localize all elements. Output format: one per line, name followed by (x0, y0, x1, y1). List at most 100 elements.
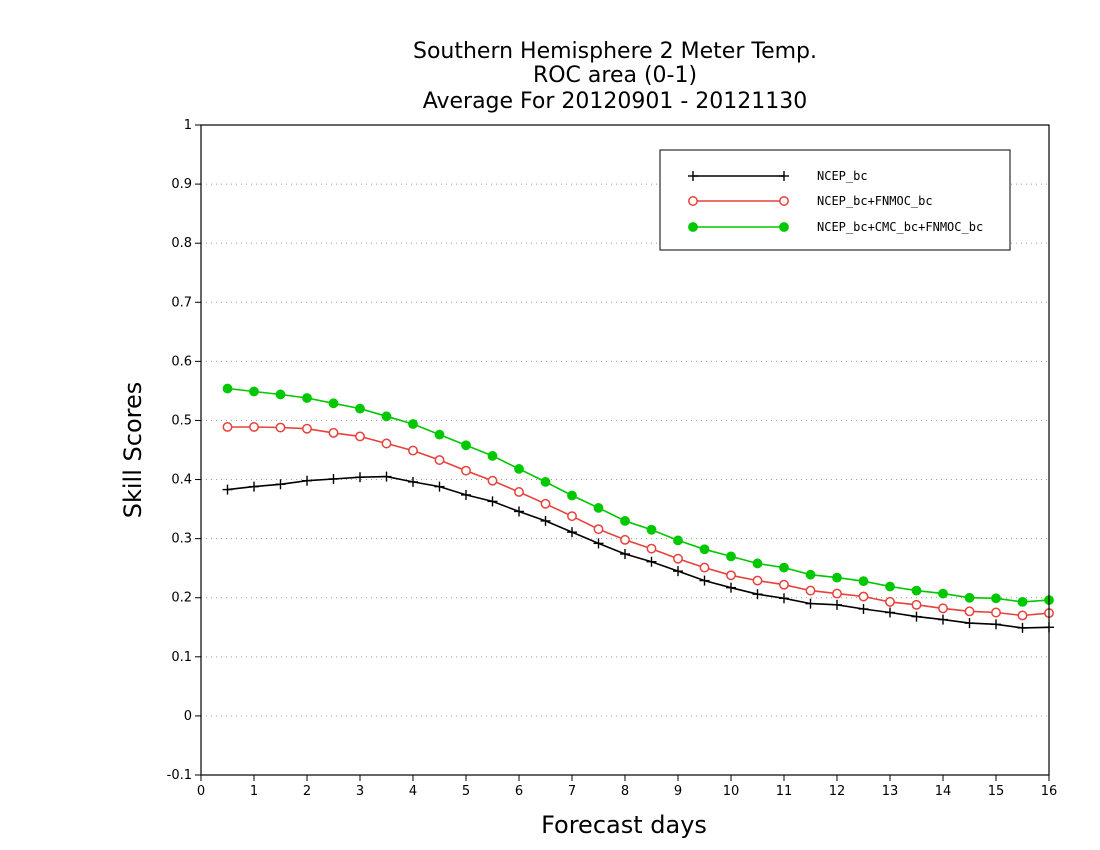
data-point (726, 570, 736, 581)
title-line-3: Average For 20120901 - 20121130 (423, 89, 808, 114)
title-line-1: Southern Hemisphere 2 Meter Temp. (413, 39, 817, 64)
data-point (593, 538, 604, 549)
y-tick-label: 0.3 (171, 532, 192, 547)
data-point (805, 569, 816, 580)
x-tick-label: 16 (1041, 784, 1058, 799)
data-point (752, 558, 763, 569)
x-axis-title: Forecast days (541, 811, 707, 839)
data-point (832, 599, 842, 610)
data-point (646, 524, 657, 535)
y-tick-label: 0.6 (171, 354, 192, 369)
data-point (355, 403, 365, 414)
data-point (434, 429, 445, 440)
data-point (1017, 596, 1028, 607)
legend-marker (688, 222, 698, 232)
data-point (885, 581, 895, 592)
data-point (514, 487, 524, 497)
y-tick-label: 0.8 (171, 236, 192, 251)
data-point (938, 614, 948, 625)
y-tick-label: 0.4 (171, 473, 192, 488)
x-tick-label: 0 (197, 784, 205, 799)
data-point (991, 607, 1001, 618)
data-point (328, 427, 339, 438)
data-point (699, 562, 710, 573)
series-2 (222, 383, 1054, 607)
data-point (514, 464, 524, 474)
data-point (487, 451, 498, 461)
y-tick-label: 0.7 (171, 295, 192, 310)
data-point (461, 440, 471, 451)
chart-title: Southern Hemisphere 2 Meter Temp. ROC ar… (413, 39, 817, 114)
legend-marker (688, 196, 698, 206)
data-point (514, 506, 524, 517)
data-point (991, 619, 1001, 630)
data-point (1017, 610, 1028, 621)
x-tick-label: 11 (776, 784, 793, 799)
data-point (620, 549, 630, 559)
data-point (673, 566, 683, 577)
series-line (227, 387, 1050, 603)
data-point (328, 473, 339, 484)
data-point (646, 556, 657, 567)
data-point (911, 599, 922, 610)
data-point (911, 611, 922, 622)
data-point (779, 579, 789, 590)
data-point (487, 496, 498, 507)
data-point (1017, 622, 1028, 633)
data-point (408, 476, 418, 487)
x-tick-label: 7 (568, 784, 576, 799)
data-point (355, 431, 365, 442)
data-point (752, 575, 763, 586)
data-point (487, 475, 498, 486)
legend-entry: NCEP_bc+CMC_bc+FNMOC_bc (688, 220, 983, 234)
data-point (964, 592, 975, 603)
series-line (227, 475, 1050, 629)
data-point (461, 489, 471, 500)
data-point (805, 585, 816, 596)
data-point (461, 465, 471, 476)
series-line (227, 426, 1050, 617)
y-tick-label: 0.1 (171, 650, 192, 665)
x-tick-label: 15 (988, 784, 1005, 799)
y-tick-label: -0.1 (167, 768, 192, 783)
data-point (249, 422, 259, 432)
data-point (646, 543, 657, 554)
title-line-2: ROC area (0-1) (533, 63, 697, 88)
y-tick-label: 0.2 (171, 591, 192, 606)
x-tick-label: 14 (935, 784, 952, 799)
data-point (620, 516, 630, 526)
data-point (885, 607, 895, 618)
axes: -0.100.10.20.30.40.50.60.70.80.910 1 2 3 4 5 6… (167, 118, 1058, 799)
data-point (328, 398, 339, 409)
data-point (964, 606, 975, 617)
data-point (593, 524, 604, 535)
data-point (434, 481, 445, 492)
data-point (752, 589, 763, 600)
x-tick-label: 1 (250, 784, 258, 799)
data-series (222, 383, 1054, 633)
data-point (964, 618, 975, 629)
data-point (699, 575, 710, 586)
legend-label: NCEP_bc+FNMOC_bc (817, 194, 933, 208)
data-point (222, 484, 233, 495)
data-point (222, 383, 233, 394)
data-point (408, 419, 418, 429)
data-point (726, 582, 736, 593)
x-tick-label: 4 (409, 784, 417, 799)
x-tick-label: 5 (462, 784, 470, 799)
x-tick-label: 10 (723, 784, 740, 799)
data-point (381, 438, 392, 449)
data-point (991, 593, 1001, 604)
data-point (938, 603, 948, 614)
x-tick-label: 6 (515, 784, 523, 799)
series-1 (222, 422, 1054, 621)
legend-marker (779, 171, 789, 181)
data-point (593, 503, 604, 513)
data-point (567, 511, 577, 522)
data-point (302, 393, 312, 403)
legend-box (659, 149, 1011, 251)
data-point (275, 422, 286, 433)
data-point (911, 585, 922, 596)
data-point (885, 596, 895, 607)
